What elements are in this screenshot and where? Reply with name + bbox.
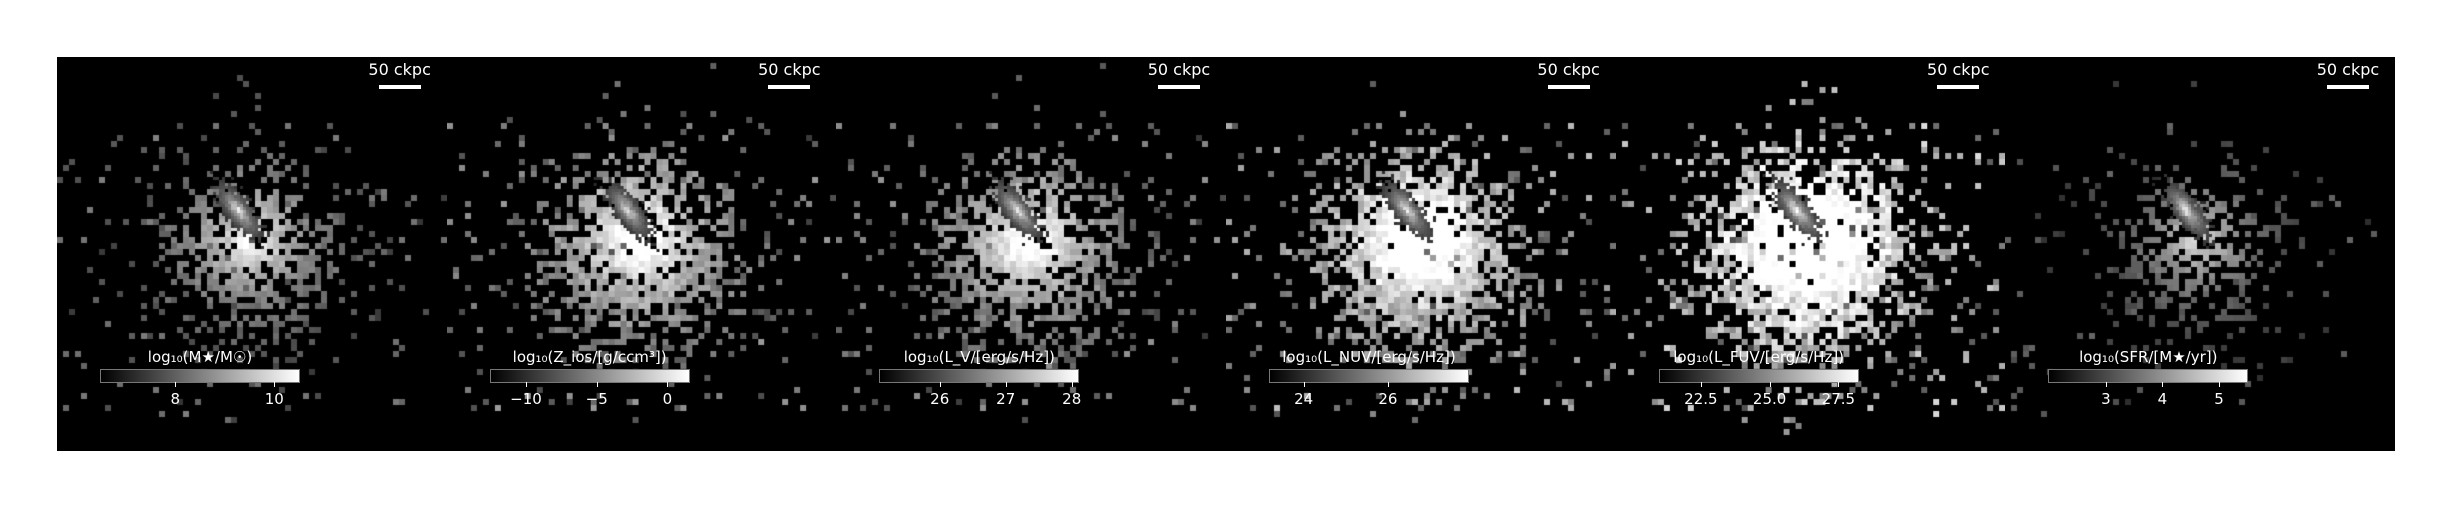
scale-bar: 50 ckpc [754, 61, 824, 89]
metallicity-map: 50 ckpc log₁₀(Z_ios/[g/ccm³]) −10 −5 0 [446, 57, 837, 451]
colorbar-tick [1769, 382, 1771, 387]
colorbar-tick-label: 5 [2214, 390, 2224, 408]
colorbar-gradient [489, 369, 690, 383]
scale-bar-label: 50 ckpc [368, 60, 431, 79]
map-image [1225, 57, 1616, 451]
colorbar-label: log₁₀(L_FUV/[erg/s/Hz]) [1673, 348, 1845, 366]
fuv-luminosity-map: 50 ckpc log₁₀(L_FUV/[erg/s/Hz]) 22.5 25.0… [1615, 57, 2006, 451]
colorbar-label: log₁₀(L_V/[erg/s/Hz]) [903, 348, 1055, 366]
map-image [1615, 57, 2006, 451]
scale-bar-line [1937, 85, 1980, 89]
sfr-map: 50 ckpc log₁₀(SFR/[M★/yr]) 3 4 5 [2005, 57, 2395, 451]
colorbar-tick [596, 382, 598, 387]
map-image [57, 57, 447, 451]
colorbar-tick-label: 25.0 [1752, 390, 1787, 408]
colorbar-tick [667, 382, 669, 387]
colorbar-tick-label: 0 [662, 390, 673, 408]
colorbar-label: log₁₀(M★/M☉) [147, 348, 253, 366]
scale-bar-label: 50 ckpc [1147, 60, 1211, 79]
colorbar-tick [2162, 382, 2164, 387]
colorbar-tick [175, 382, 177, 387]
colorbar-tick [1005, 382, 1007, 387]
scale-bar: 50 ckpc [1534, 61, 1604, 89]
scale-bar: 50 ckpc [365, 61, 435, 89]
colorbar-label: log₁₀(Z_ios/[g/ccm³]) [512, 348, 667, 366]
colorbar-tick [1838, 382, 1840, 387]
colorbar-tick [939, 382, 941, 387]
colorbar-tick-label: 27 [996, 390, 1016, 408]
map-strip: 50 ckpc log₁₀(M★/M☉) 8 10 50 ckpc log₁₀(Z… [57, 57, 2395, 451]
colorbar-tick-label: −10 [510, 390, 542, 408]
colorbar-tick-label: 26 [1378, 390, 1398, 408]
colorbar-gradient [879, 369, 1080, 383]
colorbar-gradient [2048, 369, 2249, 383]
stellar-mass-map: 50 ckpc log₁₀(M★/M☉) 8 10 [57, 57, 447, 451]
scale-bar-line [2326, 85, 2369, 89]
colorbar-tick-label: 8 [170, 390, 181, 408]
scale-bar: 50 ckpc [1144, 61, 1214, 89]
map-image [2005, 57, 2395, 451]
colorbar-gradient [1658, 369, 1859, 383]
colorbar-tick-label: −5 [585, 390, 608, 408]
colorbar-tick-label: 3 [2101, 390, 2111, 408]
scale-bar-label: 50 ckpc [1927, 60, 1990, 79]
colorbar-tick [526, 382, 527, 387]
scale-bar-line [378, 85, 421, 89]
map-image [446, 57, 837, 451]
colorbar-tick [1303, 382, 1305, 387]
colorbar-label: log₁₀(L_NUV/[erg/s/Hz]) [1282, 348, 1456, 366]
scale-bar: 50 ckpc [2313, 61, 2383, 89]
colorbar-tick [1700, 382, 1702, 387]
colorbar-tick-label: 27.5 [1821, 390, 1856, 408]
colorbar-label: log₁₀(SFR/[M★/yr]) [2079, 348, 2218, 366]
colorbar-tick [2218, 382, 2220, 387]
colorbar-gradient [100, 369, 300, 383]
colorbar-tick-label: 26 [930, 390, 950, 408]
colorbar-gradient [1268, 369, 1469, 383]
nuv-luminosity-map: 50 ckpc log₁₀(L_NUV/[erg/s/Hz]) 24 26 [1225, 57, 1616, 451]
colorbar-tick-label: 10 [264, 390, 284, 408]
scale-bar-label: 50 ckpc [2316, 60, 2380, 79]
scale-bar-label: 50 ckpc [1537, 60, 1600, 79]
scale-bar-line [1547, 85, 1590, 89]
map-image [836, 57, 1226, 451]
colorbar-tick-label: 22.5 [1684, 390, 1718, 408]
colorbar-tick-label: 28 [1062, 390, 1082, 408]
scale-bar-label: 50 ckpc [758, 60, 821, 79]
colorbar-tick-label: 4 [2157, 390, 2168, 408]
v-band-luminosity-map: 50 ckpc log₁₀(L_V/[erg/s/Hz]) 26 27 28 [836, 57, 1226, 451]
scale-bar-line [1157, 85, 1200, 89]
colorbar-tick [274, 382, 276, 387]
colorbar-tick [2105, 382, 2107, 387]
colorbar-tick [1071, 382, 1073, 387]
scale-bar: 50 ckpc [1923, 61, 1993, 89]
colorbar-tick [1387, 382, 1389, 387]
scale-bar-line [768, 85, 811, 89]
colorbar-tick-label: 24 [1294, 390, 1314, 408]
